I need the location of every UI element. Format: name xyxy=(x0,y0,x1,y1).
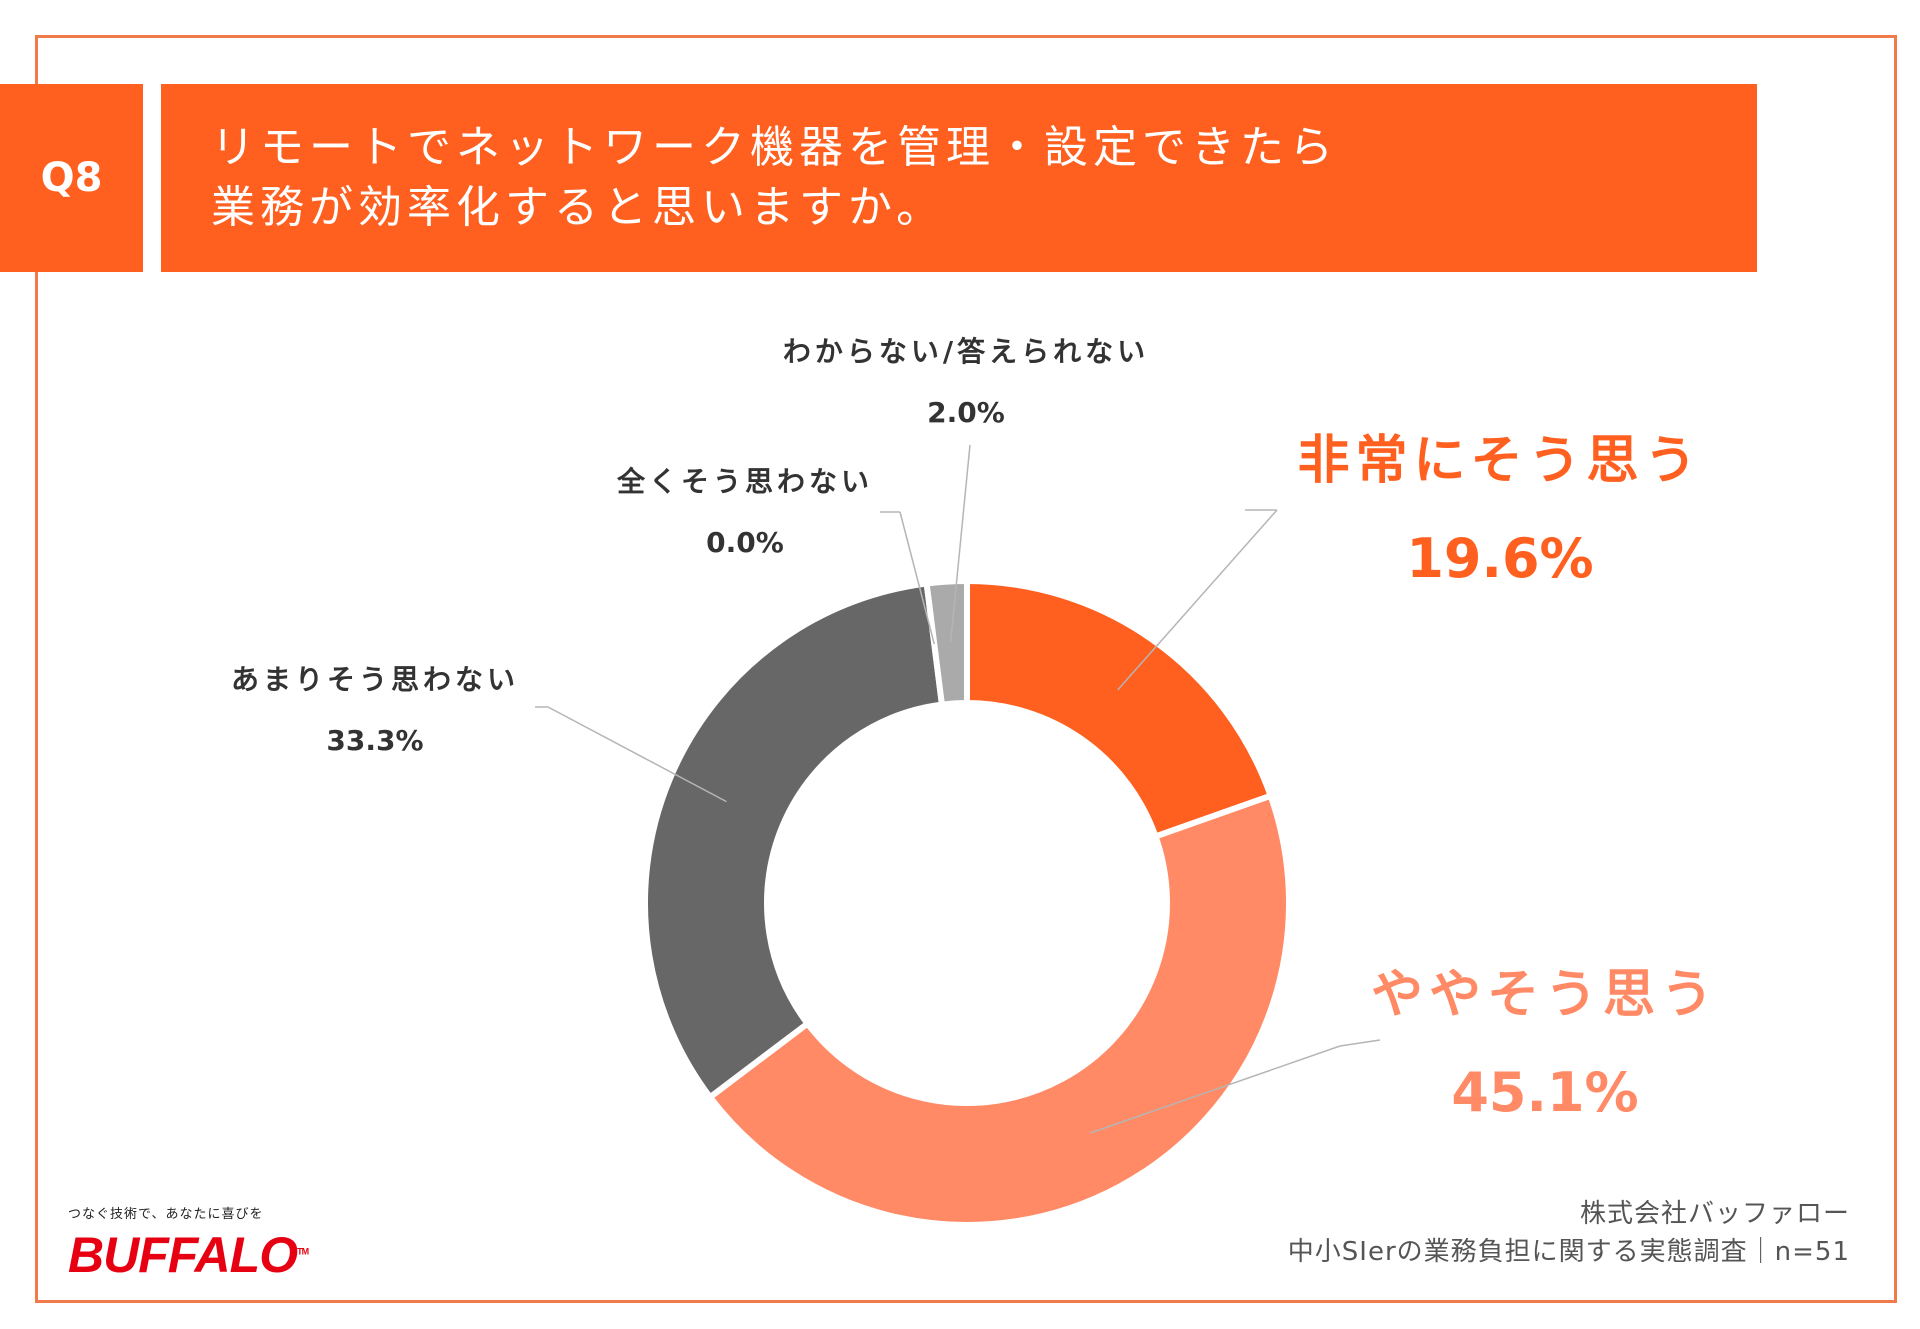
question-number: Q8 xyxy=(40,155,103,201)
label-somewhat-category: ややそう思う xyxy=(1370,965,1720,1025)
donut-slices xyxy=(642,577,1292,1228)
label-dont-know-category: わからない/答えられない xyxy=(782,335,1150,368)
source-company: 株式会社バッファロー xyxy=(1579,1199,1850,1229)
leader-line-very-much xyxy=(1117,509,1278,691)
label-very-much: 非常にそう思う 19.6% xyxy=(1298,418,1703,590)
logo-brand: BUFFALOTM xyxy=(68,1226,309,1284)
label-not-much: あまりそう思わない 33.3% xyxy=(231,658,519,757)
question-line-2: 業務が効率化すると思いますか。 xyxy=(211,182,946,233)
label-somewhat: ややそう思う 45.1% xyxy=(1371,952,1719,1124)
leader-lines xyxy=(535,444,1381,1134)
slide-frame xyxy=(35,35,1897,1303)
logo-brand-text: BUFFALO xyxy=(68,1227,298,1283)
label-dont-know: わからない/答えられない 2.0% xyxy=(783,330,1149,429)
label-not-much-percent: 33.3% xyxy=(326,724,424,757)
logo-tagline: つなぐ技術で、あなたに喜びを xyxy=(68,1207,264,1222)
buffalo-logo: つなぐ技術で、あなたに喜びを BUFFALOTM xyxy=(68,1203,309,1284)
question-line-1: リモートでネットワーク機器を管理・設定できたら xyxy=(211,122,1338,173)
label-not-at-all-percent: 0.0% xyxy=(706,526,784,559)
slice-dont-know xyxy=(923,577,970,708)
question-number-badge: Q8 xyxy=(0,84,143,272)
source-survey: 中小SIerの業務負担に関する実態調査｜n=51 xyxy=(1287,1237,1850,1267)
question-banner: リモートでネットワーク機器を管理・設定できたら 業務が効率化すると思いますか。 xyxy=(161,84,1757,272)
label-not-at-all: 全くそう思わない 0.0% xyxy=(617,460,873,559)
slice-somewhat xyxy=(705,792,1292,1228)
leader-line-not-much xyxy=(547,706,727,803)
leader-stub-somewhat xyxy=(1339,1039,1381,1047)
label-somewhat-percent: 45.1% xyxy=(1451,1061,1639,1124)
label-dont-know-percent: 2.0% xyxy=(927,396,1005,429)
label-very-much-category: 非常にそう思う xyxy=(1297,431,1703,491)
label-very-much-percent: 19.6% xyxy=(1406,527,1594,590)
leader-line-somewhat xyxy=(1090,1045,1341,1134)
slice-very-much xyxy=(964,577,1275,841)
leader-line-dont-know xyxy=(949,444,971,643)
slice-not-much xyxy=(642,580,946,1102)
leader-line-not-at-all xyxy=(899,511,936,645)
label-not-at-all-category: 全くそう思わない xyxy=(616,465,874,498)
logo-tm: TM xyxy=(297,1246,309,1257)
label-not-much-category: あまりそう思わない xyxy=(230,663,520,696)
source-note: 株式会社バッファロー 中小SIerの業務負担に関する実態調査｜n=51 xyxy=(1288,1195,1850,1271)
